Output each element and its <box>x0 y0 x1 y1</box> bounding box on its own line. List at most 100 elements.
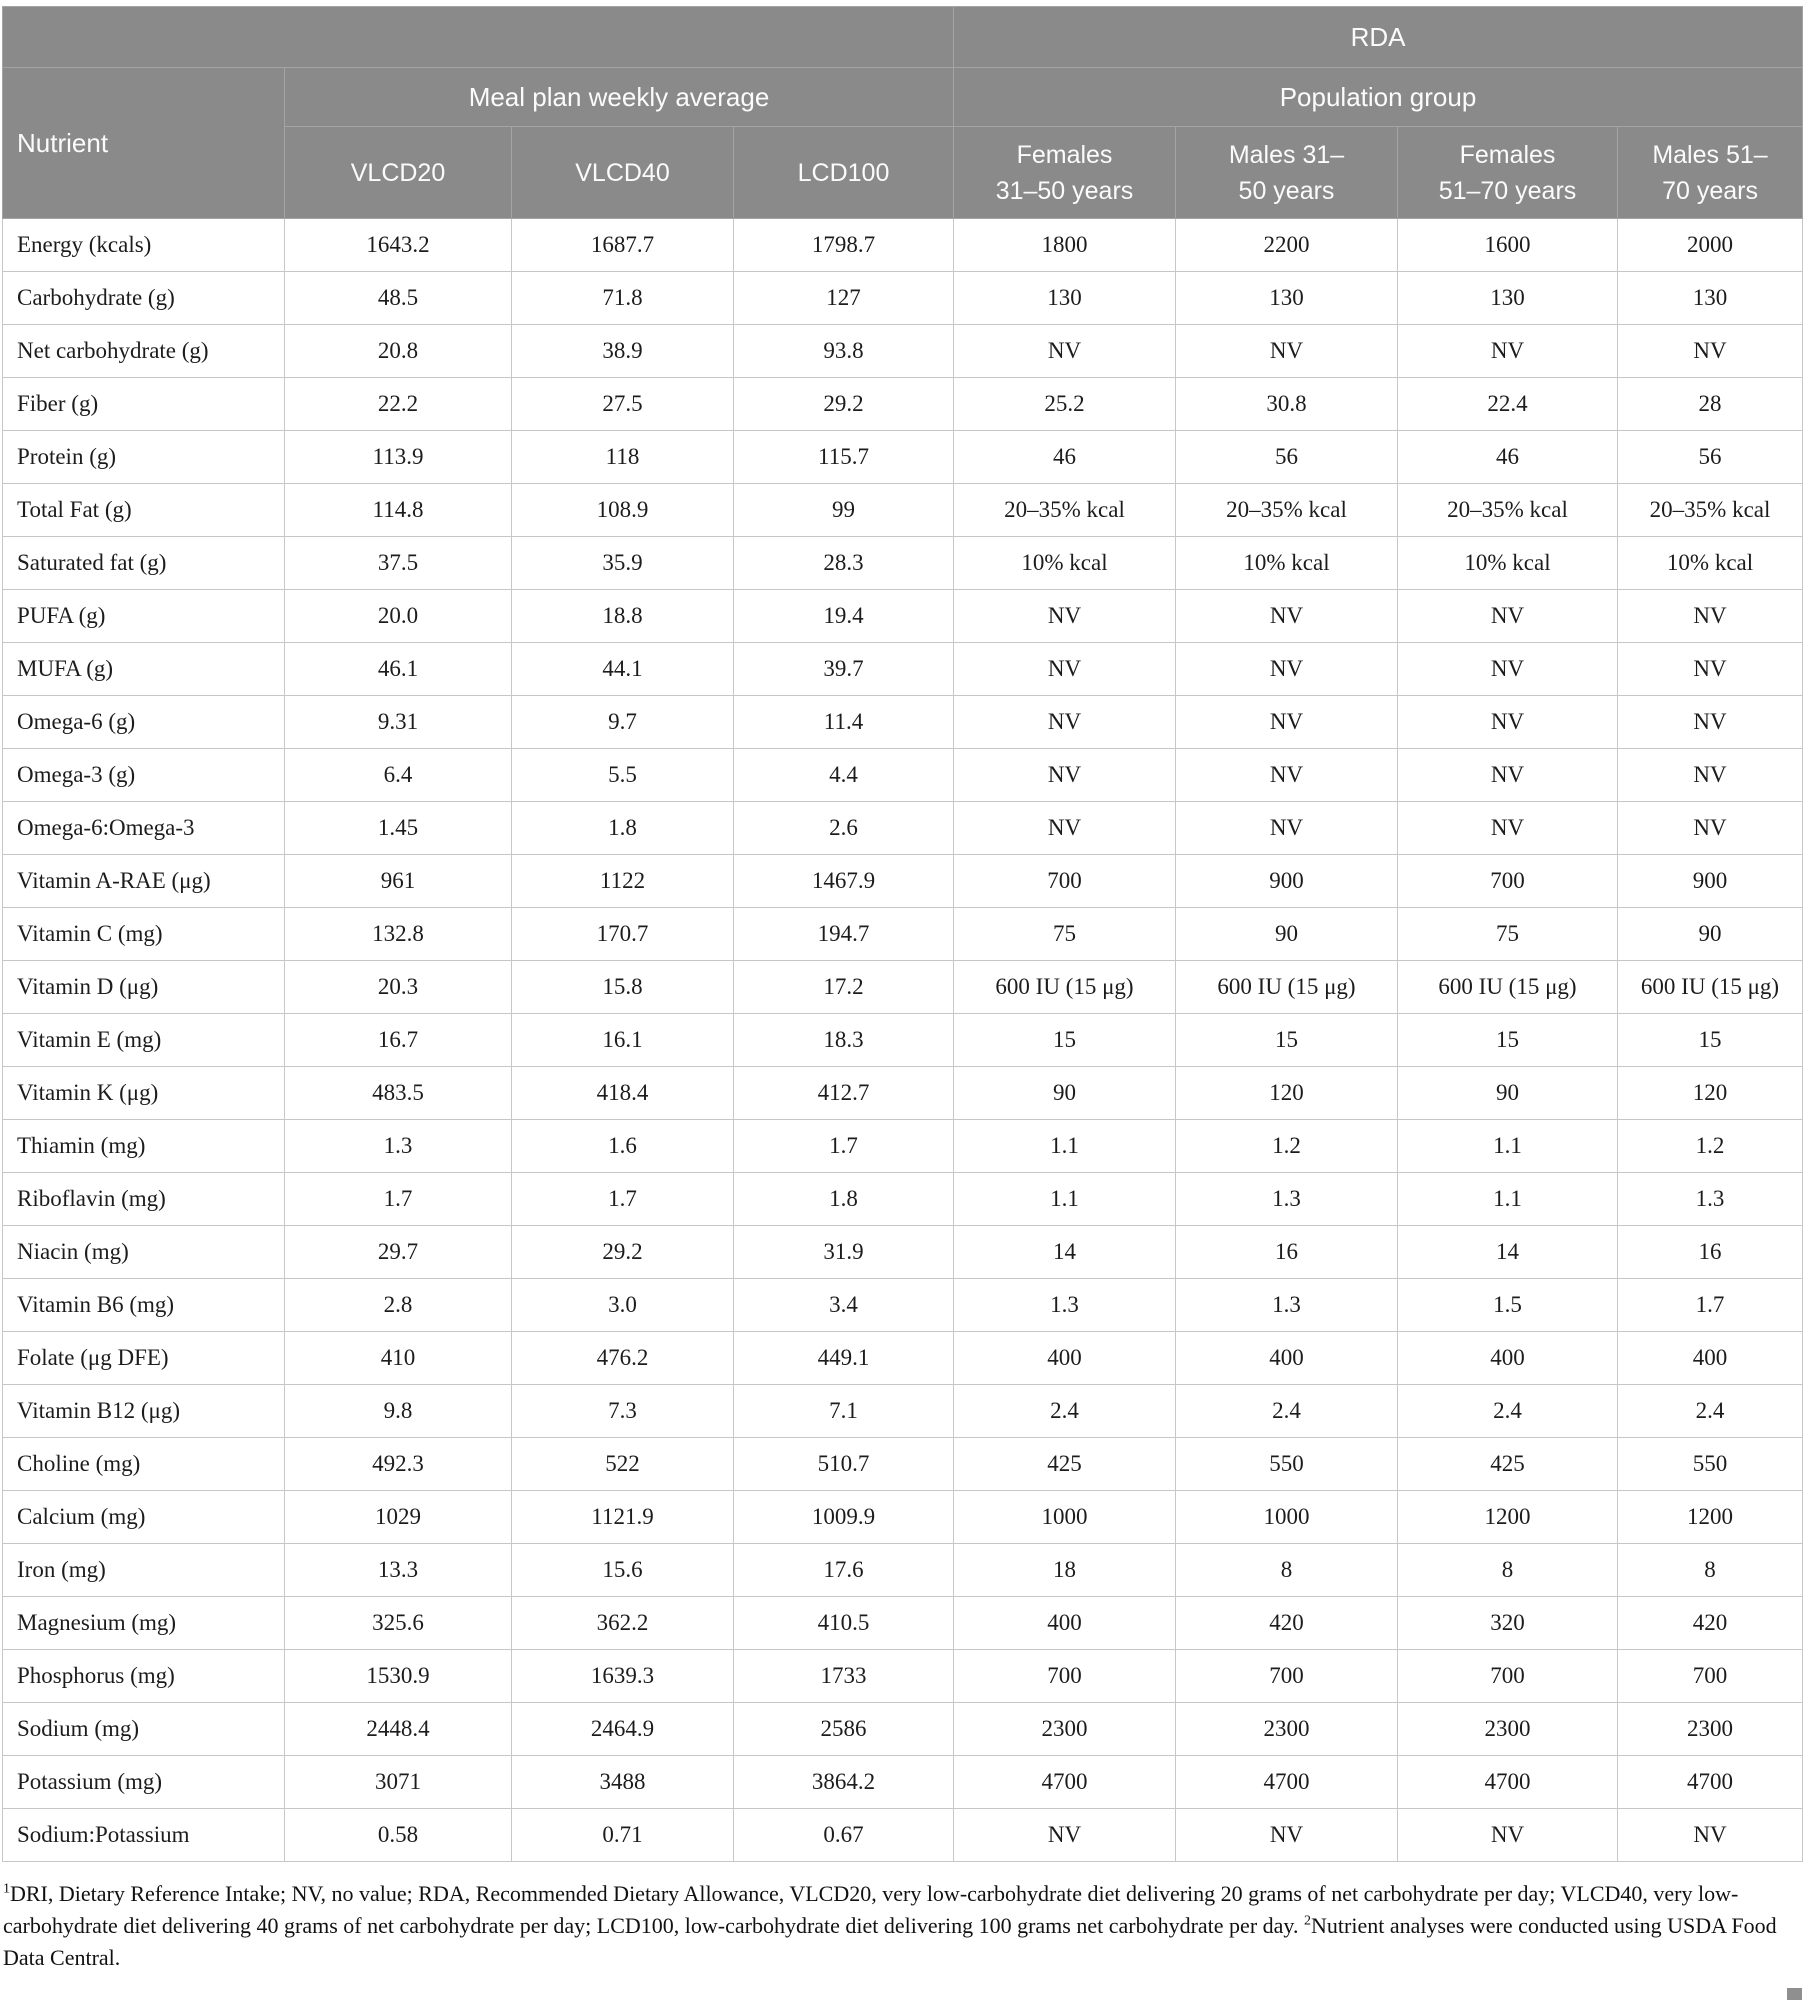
nutrient-cell: Vitamin C (mg) <box>2 907 285 961</box>
value-cell-lcd100: 19.4 <box>733 589 954 643</box>
table-row: Vitamin A-RAE (μg) 961 1122 1467.9 700 9… <box>2 854 1804 908</box>
value-cell-vlcd40: 1639.3 <box>511 1649 734 1703</box>
value-cell-vlcd20: 20.3 <box>284 960 512 1014</box>
value-cell-lcd100: 2586 <box>733 1702 954 1756</box>
value-cell-vlcd20: 492.3 <box>284 1437 512 1491</box>
value-cell-vlcd40: 170.7 <box>511 907 734 961</box>
value-cell-vlcd20: 961 <box>284 854 512 908</box>
value-cell-females-51-70: NV <box>1397 748 1618 802</box>
value-cell-males-31-50: 56 <box>1175 430 1398 484</box>
table-row: Niacin (mg) 29.7 29.2 31.9 14 16 14 16 <box>2 1225 1804 1279</box>
value-cell-lcd100: 93.8 <box>733 324 954 378</box>
value-cell-males-51-70: 20–35% kcal <box>1616 483 1804 537</box>
header-row-rda: RDA <box>2 6 1804 68</box>
table-row: Calcium (mg) 1029 1121.9 1009.9 1000 100… <box>2 1490 1804 1544</box>
value-cell-vlcd20: 114.8 <box>284 483 512 537</box>
header-col-females-51-70: Females 51–70 years <box>1397 126 1618 219</box>
value-cell-females-31-50: NV <box>953 589 1176 643</box>
value-cell-vlcd20: 2448.4 <box>284 1702 512 1756</box>
value-cell-females-31-50: NV <box>953 748 1176 802</box>
value-cell-females-31-50: NV <box>953 695 1176 749</box>
value-cell-vlcd20: 9.31 <box>284 695 512 749</box>
table-row: Energy (kcals) 1643.2 1687.7 1798.7 1800… <box>2 218 1804 272</box>
value-cell-females-31-50: NV <box>953 642 1176 696</box>
value-cell-lcd100: 412.7 <box>733 1066 954 1120</box>
value-cell-females-31-50: 75 <box>953 907 1176 961</box>
value-cell-females-51-70: 4700 <box>1397 1755 1618 1809</box>
value-cell-females-51-70: 10% kcal <box>1397 536 1618 590</box>
value-cell-lcd100: 1.8 <box>733 1172 954 1226</box>
nutrient-cell: Omega-3 (g) <box>2 748 285 802</box>
value-cell-females-31-50: 130 <box>953 271 1176 325</box>
value-cell-males-31-50: 2300 <box>1175 1702 1398 1756</box>
value-cell-lcd100: 11.4 <box>733 695 954 749</box>
value-cell-lcd100: 29.2 <box>733 377 954 431</box>
value-cell-lcd100: 31.9 <box>733 1225 954 1279</box>
header-col-males-31-50: Males 31– 50 years <box>1175 126 1398 219</box>
table-row: Sodium:Potassium 0.58 0.71 0.67 NV NV NV… <box>2 1808 1804 1862</box>
value-cell-males-51-70: NV <box>1616 589 1804 643</box>
value-cell-vlcd20: 1.7 <box>284 1172 512 1226</box>
value-cell-males-51-70: 420 <box>1616 1596 1804 1650</box>
table-row: Folate (μg DFE) 410 476.2 449.1 400 400 … <box>2 1331 1804 1385</box>
value-cell-females-31-50: 400 <box>953 1596 1176 1650</box>
table-row: Vitamin B12 (μg) 9.8 7.3 7.1 2.4 2.4 2.4… <box>2 1384 1804 1438</box>
nutrient-cell: Protein (g) <box>2 430 285 484</box>
value-cell-vlcd20: 483.5 <box>284 1066 512 1120</box>
footnote: 1DRI, Dietary Reference Intake; NV, no v… <box>3 1881 1777 1970</box>
value-cell-males-51-70: 130 <box>1616 271 1804 325</box>
table-row: Omega-6 (g) 9.31 9.7 11.4 NV NV NV NV <box>2 695 1804 749</box>
nutrient-cell: Choline (mg) <box>2 1437 285 1491</box>
table-row: Choline (mg) 492.3 522 510.7 425 550 425… <box>2 1437 1804 1491</box>
nutrient-cell: Vitamin D (μg) <box>2 960 285 1014</box>
table-row: Saturated fat (g) 37.5 35.9 28.3 10% kca… <box>2 536 1804 590</box>
value-cell-males-51-70: NV <box>1616 748 1804 802</box>
nutrient-cell: Total Fat (g) <box>2 483 285 537</box>
value-cell-lcd100: 0.67 <box>733 1808 954 1862</box>
value-cell-females-31-50: 600 IU (15 μg) <box>953 960 1176 1014</box>
table-row: Potassium (mg) 3071 3488 3864.2 4700 470… <box>2 1755 1804 1809</box>
header-col-males-51-70: Males 51– 70 years <box>1616 126 1804 219</box>
value-cell-females-31-50: 400 <box>953 1331 1176 1385</box>
value-cell-males-51-70: 2.4 <box>1616 1384 1804 1438</box>
table-row: Vitamin B6 (mg) 2.8 3.0 3.4 1.3 1.3 1.5 … <box>2 1278 1804 1332</box>
value-cell-vlcd20: 48.5 <box>284 271 512 325</box>
value-cell-males-31-50: NV <box>1175 748 1398 802</box>
header-col-lcd100: LCD100 <box>733 126 954 219</box>
value-cell-females-51-70: 130 <box>1397 271 1618 325</box>
value-cell-males-51-70: 700 <box>1616 1649 1804 1703</box>
value-cell-males-31-50: 420 <box>1175 1596 1398 1650</box>
value-cell-males-31-50: NV <box>1175 695 1398 749</box>
nutrient-cell: Net carbohydrate (g) <box>2 324 285 378</box>
value-cell-males-51-70: 1200 <box>1616 1490 1804 1544</box>
nutrient-cell: Phosphorus (mg) <box>2 1649 285 1703</box>
value-cell-females-31-50: 18 <box>953 1543 1176 1597</box>
value-cell-males-31-50: NV <box>1175 801 1398 855</box>
value-cell-vlcd20: 113.9 <box>284 430 512 484</box>
nutrient-cell: Iron (mg) <box>2 1543 285 1597</box>
value-cell-females-31-50: NV <box>953 1808 1176 1862</box>
corner-artifact <box>1787 1988 1802 2000</box>
table-row: Total Fat (g) 114.8 108.9 99 20–35% kcal… <box>2 483 1804 537</box>
value-cell-vlcd20: 1.3 <box>284 1119 512 1173</box>
value-cell-males-31-50: 4700 <box>1175 1755 1398 1809</box>
nutrient-cell: Saturated fat (g) <box>2 536 285 590</box>
value-cell-males-31-50: 1.3 <box>1175 1172 1398 1226</box>
value-cell-vlcd40: 118 <box>511 430 734 484</box>
value-cell-males-31-50: 550 <box>1175 1437 1398 1491</box>
header-col-females-31-50: Females 31–50 years <box>953 126 1176 219</box>
value-cell-males-51-70: 1.7 <box>1616 1278 1804 1332</box>
value-cell-males-51-70: 56 <box>1616 430 1804 484</box>
nutrient-cell: Sodium (mg) <box>2 1702 285 1756</box>
value-cell-vlcd40: 18.8 <box>511 589 734 643</box>
value-cell-vlcd20: 16.7 <box>284 1013 512 1067</box>
value-cell-lcd100: 510.7 <box>733 1437 954 1491</box>
header-col-vlcd20: VLCD20 <box>284 126 512 219</box>
value-cell-vlcd20: 1029 <box>284 1490 512 1544</box>
value-cell-males-31-50: 15 <box>1175 1013 1398 1067</box>
header-col-vlcd40: VLCD40 <box>511 126 734 219</box>
value-cell-females-51-70: NV <box>1397 695 1618 749</box>
value-cell-females-31-50: 10% kcal <box>953 536 1176 590</box>
value-cell-vlcd20: 6.4 <box>284 748 512 802</box>
